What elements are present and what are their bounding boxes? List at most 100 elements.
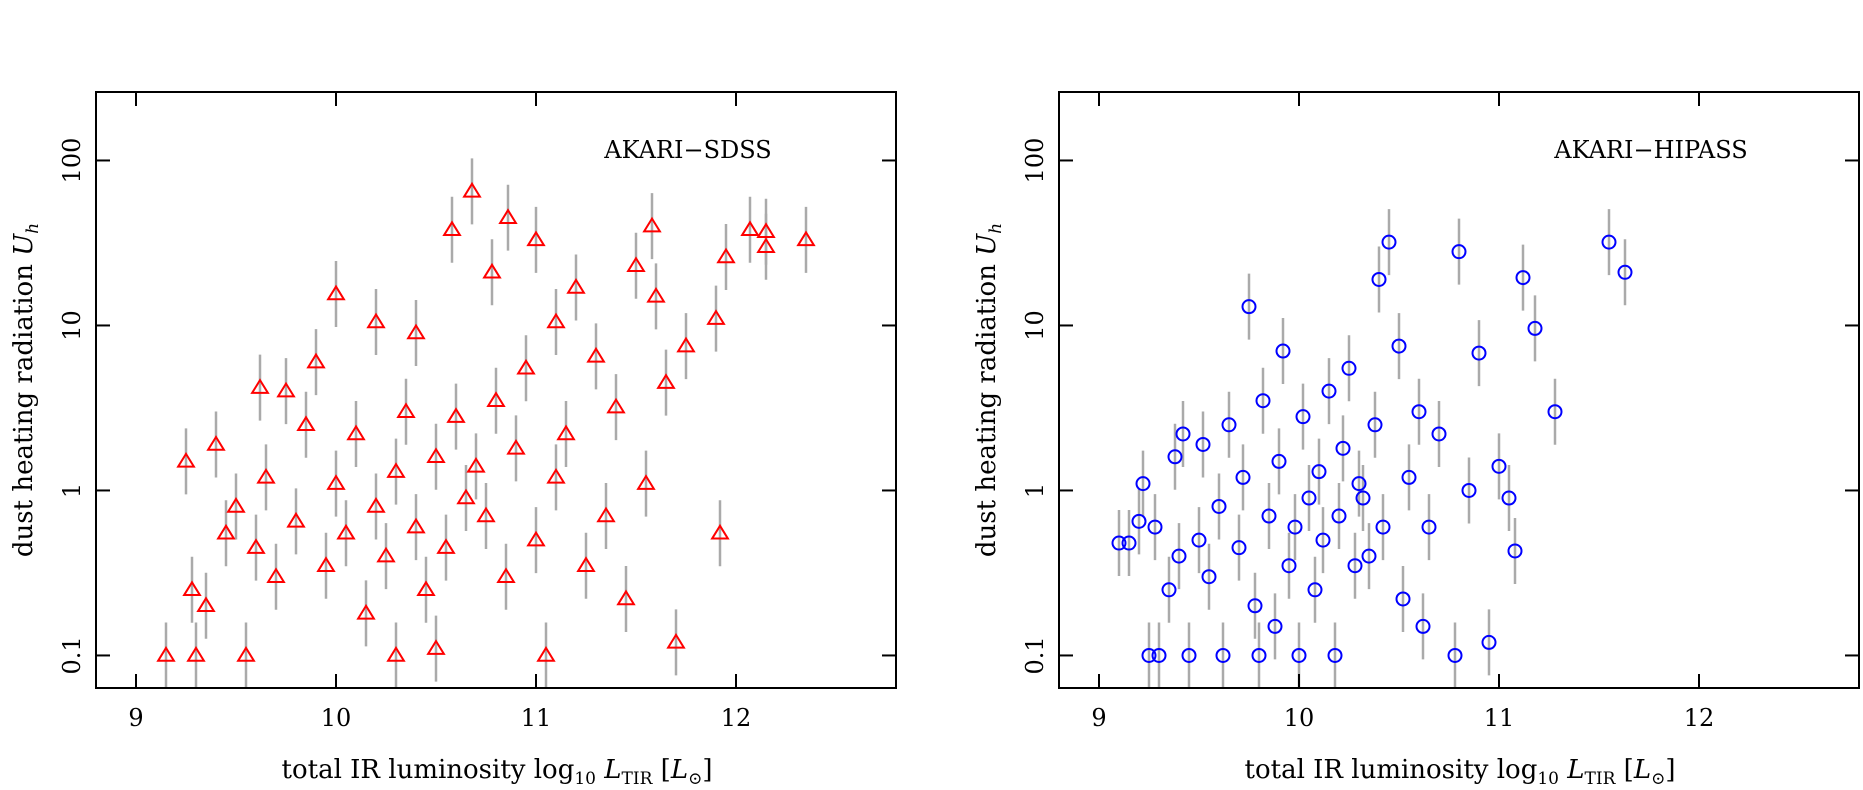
point bbox=[1215, 647, 1231, 663]
point bbox=[1351, 476, 1367, 492]
label-part: U bbox=[9, 233, 39, 256]
point bbox=[1471, 345, 1487, 361]
point bbox=[1381, 234, 1397, 250]
x-tick-label: 11 bbox=[1484, 704, 1515, 732]
point bbox=[1275, 343, 1291, 359]
label-part: dust heating radiation bbox=[9, 256, 39, 557]
panel: 9 10 11 12 0.1 1 10 100 AKARI−SDSS bbox=[58, 91, 897, 732]
point bbox=[226, 497, 246, 513]
point bbox=[326, 284, 346, 301]
point bbox=[706, 309, 726, 325]
point bbox=[1515, 270, 1531, 286]
y-tick-label: 1 bbox=[1021, 483, 1049, 498]
label-part: TIR bbox=[1585, 769, 1617, 789]
plot-frame bbox=[95, 91, 897, 689]
point bbox=[346, 424, 366, 441]
point bbox=[250, 378, 270, 394]
point bbox=[396, 402, 416, 418]
point bbox=[1421, 519, 1437, 535]
point bbox=[436, 538, 456, 554]
point bbox=[796, 230, 816, 247]
point bbox=[506, 438, 526, 455]
point bbox=[1201, 569, 1217, 585]
point bbox=[1375, 519, 1391, 535]
point bbox=[482, 262, 502, 279]
point bbox=[366, 312, 386, 329]
point bbox=[1181, 647, 1197, 663]
point bbox=[326, 474, 346, 490]
point bbox=[1121, 535, 1137, 551]
point bbox=[666, 632, 686, 649]
point bbox=[1327, 647, 1343, 663]
point bbox=[642, 216, 662, 233]
point bbox=[1355, 490, 1371, 506]
label-part: total IR luminosity log bbox=[1245, 755, 1538, 785]
point bbox=[1341, 360, 1357, 376]
label-part: ] bbox=[1665, 755, 1675, 785]
y-tick-label: 0.1 bbox=[58, 636, 86, 674]
point bbox=[336, 523, 356, 540]
label-part: 10 bbox=[574, 769, 596, 789]
point bbox=[1431, 426, 1447, 442]
point bbox=[1231, 540, 1247, 556]
point bbox=[416, 580, 436, 597]
point bbox=[246, 538, 266, 554]
point bbox=[1141, 647, 1157, 663]
y-tick-label: 100 bbox=[1021, 138, 1049, 184]
point bbox=[386, 646, 406, 662]
x-tick-label: 12 bbox=[1684, 704, 1715, 732]
point bbox=[1261, 508, 1277, 524]
x-tick-label: 9 bbox=[128, 704, 143, 732]
point bbox=[740, 220, 760, 237]
point bbox=[716, 247, 736, 264]
point bbox=[1361, 548, 1377, 564]
label-part: ] bbox=[702, 755, 712, 785]
point bbox=[1401, 469, 1417, 485]
label-part: dust heating radiation bbox=[972, 256, 1002, 557]
label-part: L bbox=[596, 755, 622, 785]
point bbox=[1491, 458, 1507, 474]
point bbox=[1321, 383, 1337, 399]
point bbox=[1167, 449, 1183, 465]
point bbox=[1311, 464, 1327, 480]
y-tick-label: 1 bbox=[58, 483, 86, 498]
point bbox=[356, 603, 376, 620]
x-tick-label: 12 bbox=[721, 704, 752, 732]
point bbox=[756, 222, 776, 238]
annotation: AKARI−SDSS bbox=[603, 136, 771, 164]
point bbox=[1335, 440, 1351, 456]
point bbox=[196, 596, 216, 613]
point bbox=[186, 646, 206, 662]
point bbox=[156, 646, 176, 662]
point bbox=[1415, 618, 1431, 634]
point bbox=[1547, 404, 1563, 420]
point bbox=[1447, 647, 1463, 663]
label-part: TIR bbox=[622, 769, 654, 789]
point bbox=[1301, 490, 1317, 506]
point bbox=[636, 474, 656, 490]
y-tick-label: 10 bbox=[1021, 310, 1049, 341]
point bbox=[1367, 417, 1383, 433]
label-part: h bbox=[23, 223, 43, 234]
point bbox=[1411, 404, 1427, 420]
point bbox=[216, 523, 236, 540]
point bbox=[406, 517, 426, 534]
point bbox=[1131, 513, 1147, 529]
point bbox=[546, 312, 566, 329]
point bbox=[656, 373, 676, 389]
x-tick-label: 11 bbox=[521, 704, 552, 732]
point bbox=[1391, 338, 1407, 354]
point bbox=[206, 435, 226, 451]
point bbox=[462, 181, 482, 198]
point bbox=[646, 287, 666, 303]
x-tick-label: 9 bbox=[1091, 704, 1106, 732]
point bbox=[316, 556, 336, 572]
point bbox=[1175, 426, 1191, 442]
point bbox=[616, 589, 636, 606]
point bbox=[456, 488, 476, 505]
x-axis-label: total IR luminosity log10 LTIR [L⊙] bbox=[1245, 755, 1676, 789]
point bbox=[526, 530, 546, 547]
point bbox=[236, 646, 256, 662]
